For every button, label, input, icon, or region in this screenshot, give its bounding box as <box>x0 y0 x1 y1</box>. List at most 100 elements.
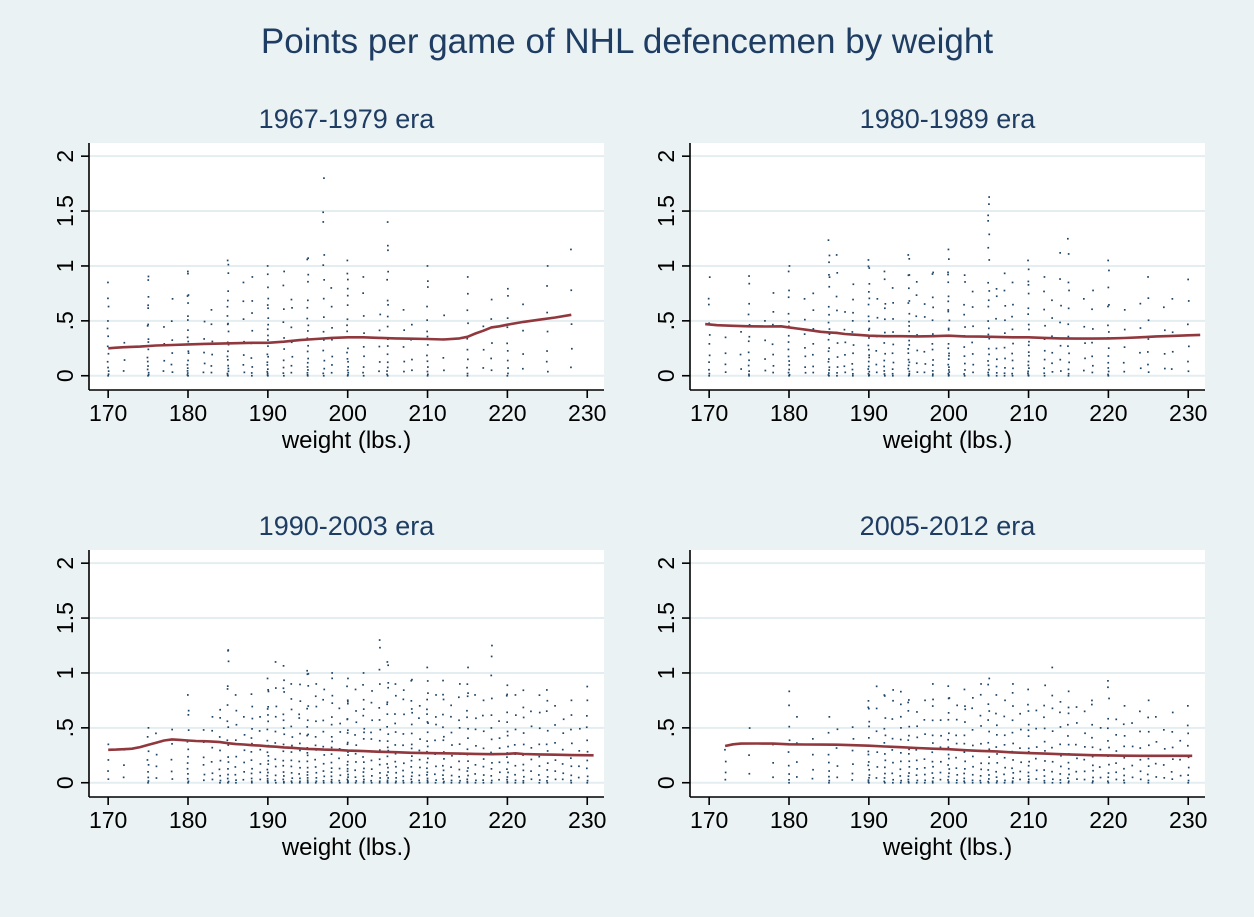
scatter-point <box>1107 727 1109 730</box>
scatter-point <box>811 777 814 780</box>
scatter-point <box>1059 321 1061 324</box>
scatter-strip <box>218 708 222 784</box>
scatter-point <box>250 751 253 753</box>
scatter-point <box>988 337 991 340</box>
scatter-strip <box>1003 272 1007 377</box>
scatter-strip <box>1098 727 1102 779</box>
scatter-point <box>1091 341 1093 344</box>
scatter-strip <box>362 276 365 377</box>
scatter-point <box>346 351 348 354</box>
scatter-point <box>1043 769 1045 771</box>
scatter-point <box>427 286 429 288</box>
scatter-point <box>748 359 750 362</box>
scatter-point <box>987 741 990 744</box>
scatter-point <box>187 781 189 784</box>
scatter-point <box>282 665 285 667</box>
scatter-point <box>522 732 525 734</box>
scatter-point <box>410 781 413 784</box>
scatter-point <box>844 371 847 374</box>
scatter-point <box>426 319 428 321</box>
scatter-point <box>355 710 357 712</box>
scatter-point <box>346 743 349 746</box>
scatter-point <box>171 298 174 300</box>
scatter-point <box>242 364 245 366</box>
scatter-point <box>923 371 926 374</box>
scatter-point <box>884 781 886 784</box>
scatter-strip <box>931 271 934 377</box>
scatter-point <box>322 719 325 722</box>
scatter-point <box>290 725 293 728</box>
scatter-point <box>147 764 150 766</box>
scatter-point <box>987 373 990 376</box>
scatter-point <box>1051 760 1054 763</box>
scatter-point <box>299 742 301 745</box>
scatter-point <box>788 364 791 366</box>
scatter-strip <box>498 720 501 781</box>
scatter-point <box>570 699 573 702</box>
scatter-point <box>995 694 998 696</box>
scatter-point <box>947 329 950 331</box>
scatter-point <box>402 781 405 784</box>
scatter-point <box>522 689 525 692</box>
scatter-point <box>907 274 910 277</box>
scatter-point <box>514 694 517 696</box>
scatter-point <box>386 755 389 758</box>
scatter-point <box>971 779 974 782</box>
scatter-point <box>1084 732 1086 735</box>
scatter-point <box>170 363 173 366</box>
scatter-point <box>1012 772 1015 774</box>
scatter-point <box>490 738 493 741</box>
scatter-point <box>378 719 381 721</box>
scatter-point <box>323 367 326 370</box>
scatter-point <box>123 359 126 361</box>
scatter-point <box>586 759 589 762</box>
scatter-point <box>513 744 516 746</box>
scatter-point <box>267 759 270 762</box>
scatter-point <box>338 757 340 760</box>
scatter-point <box>1147 730 1150 733</box>
scatter-point <box>187 780 190 783</box>
scatter-point <box>1027 735 1030 737</box>
scatter-point <box>787 348 790 351</box>
scatter-point <box>162 370 165 372</box>
scatter-point <box>586 739 588 742</box>
scatter-point <box>147 304 149 307</box>
scatter-point <box>884 753 886 755</box>
scatter-point <box>554 705 556 707</box>
scatter-strip <box>812 292 815 374</box>
scatter-point <box>210 365 213 367</box>
scatter-point <box>1068 352 1070 355</box>
scatter-point <box>290 298 293 301</box>
scatter-point <box>987 347 990 350</box>
scatter-point <box>764 369 767 372</box>
scatter-point <box>947 775 950 778</box>
scatter-point <box>387 733 390 735</box>
scatter-point <box>251 276 254 278</box>
scatter-point <box>1083 710 1086 713</box>
scatter-point <box>251 781 253 784</box>
scatter-point <box>964 708 967 711</box>
scatter-point <box>1028 354 1030 357</box>
scatter-point <box>1091 355 1093 358</box>
scatter-point <box>267 771 269 774</box>
scatter-point <box>947 685 950 687</box>
scatter-point <box>307 273 310 276</box>
scatter-point <box>362 672 365 674</box>
scatter-point <box>506 721 508 723</box>
scatter-point <box>506 693 508 696</box>
scatter-point <box>106 360 109 363</box>
scatter-point <box>282 372 285 374</box>
scatter-point <box>331 364 333 366</box>
scatter-strip <box>843 311 847 374</box>
scatter-point <box>1123 309 1126 311</box>
scatter-point <box>362 756 364 758</box>
scatter-point <box>458 727 461 729</box>
scatter-point <box>1131 776 1134 779</box>
scatter-point <box>283 348 285 350</box>
scatter-point <box>1027 374 1030 377</box>
scatter-point <box>411 678 413 681</box>
scatter-point <box>330 761 333 764</box>
scatter-point <box>346 369 349 372</box>
scatter-point <box>1059 773 1062 775</box>
scatter-point <box>506 781 509 784</box>
